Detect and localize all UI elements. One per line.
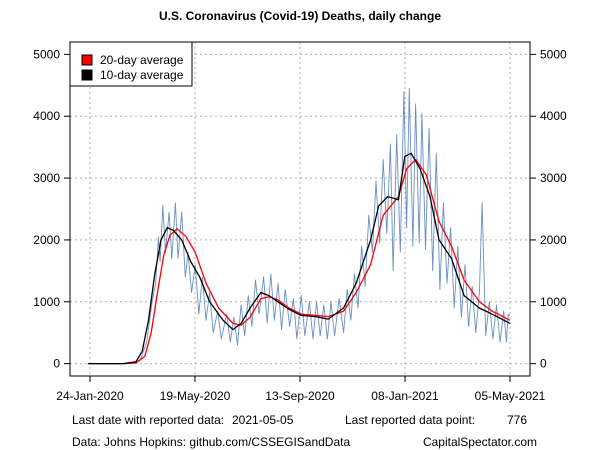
y-tick-label-right: 4000 (540, 109, 567, 123)
y-tick-label-left: 2000 (33, 233, 60, 247)
legend: 20-day average 10-day average (69, 41, 193, 87)
series-line-daily-change (88, 87, 511, 365)
x-tick-label: 19-May-2020 (160, 389, 231, 403)
last-point-value: 776 (507, 413, 527, 427)
grid (70, 42, 530, 376)
y-tick-label-left: 4000 (33, 109, 60, 123)
legend-swatch-10day (81, 69, 93, 81)
last-date-label: Last date with reported data: (72, 413, 224, 427)
last-point-label: Last reported data point: (345, 413, 475, 427)
y-tick-label-right: 1000 (540, 295, 567, 309)
y-tick-label-right: 2000 (540, 233, 567, 247)
x-tick-label: 13-Sep-2020 (265, 389, 335, 403)
x-tick-label: 24-Jan-2020 (56, 389, 124, 403)
legend-label-20day: 20-day average (100, 53, 184, 67)
y-tick-label-left: 5000 (33, 47, 60, 61)
x-tick-label: 08-Jan-2021 (371, 389, 439, 403)
series-layer (88, 87, 511, 365)
y-tick-label-right: 3000 (540, 171, 567, 185)
x-tick-label: 05-May-2021 (475, 389, 546, 403)
y-tick-label-right: 0 (540, 357, 547, 371)
axis-ticks: 0 0 1000 1000 2000 2000 3000 3000 4000 4000 5000 50… (33, 47, 567, 403)
y-tick-label-left: 1000 (33, 295, 60, 309)
last-date-value: 2021-05-05 (232, 413, 294, 427)
y-tick-label-right: 5000 (540, 47, 567, 61)
legend-swatch-20day (81, 54, 93, 66)
credit: CapitalSpectator.com (423, 435, 537, 449)
data-source: Data: Johns Hopkins: github.com/CSSEGISa… (72, 435, 350, 449)
y-tick-label-left: 0 (53, 357, 60, 371)
legend-label-10day: 10-day average (100, 68, 184, 82)
chart-title: U.S. Coronavirus (Covid-19) Deaths, dail… (159, 9, 441, 23)
series-line-10day-average (88, 152, 511, 365)
series-line-20day-average (88, 158, 511, 365)
y-tick-label-left: 3000 (33, 171, 60, 185)
